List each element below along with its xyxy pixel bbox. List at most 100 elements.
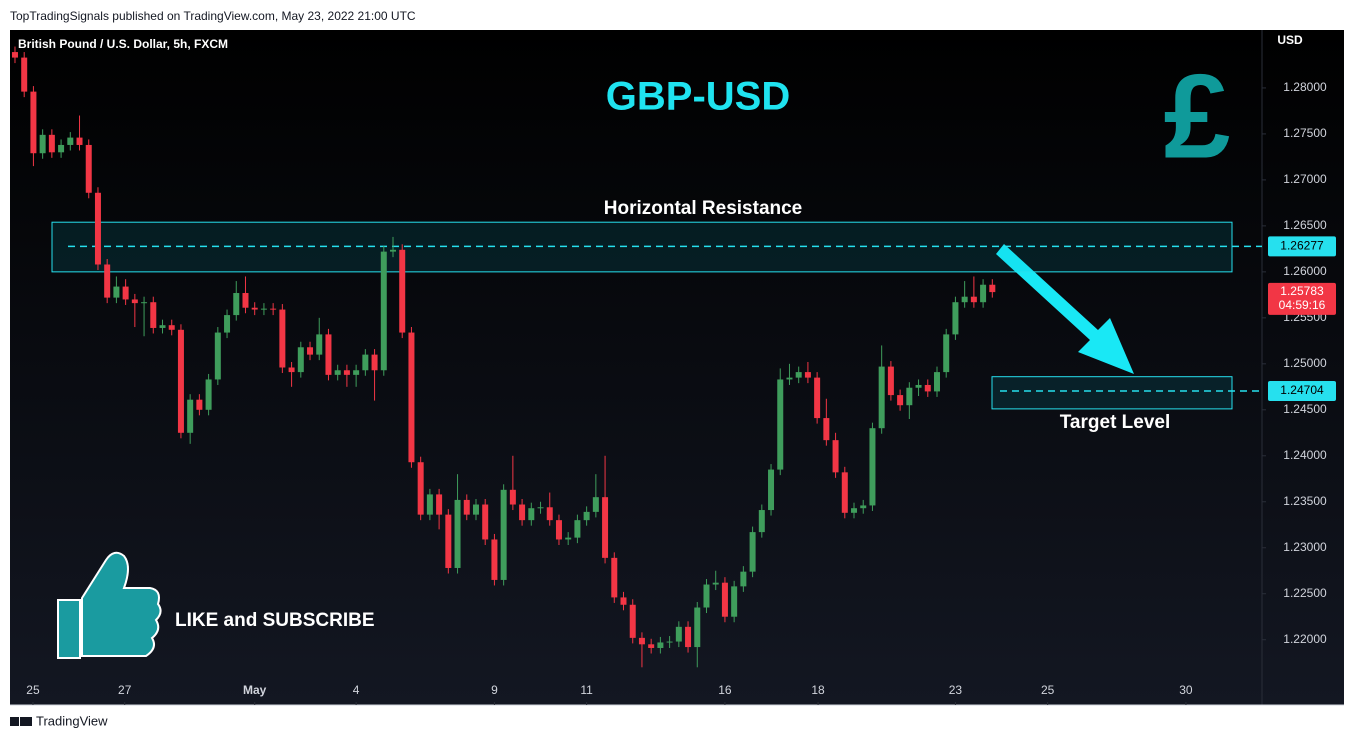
candle-body xyxy=(177,329,184,433)
candle-body xyxy=(851,508,858,513)
candle-body xyxy=(48,134,55,153)
candle-body xyxy=(528,508,535,521)
candle-body xyxy=(887,366,894,396)
candle-body xyxy=(131,299,138,304)
candle-body xyxy=(94,192,101,265)
y-tick-label: 1.28000 xyxy=(1283,80,1327,94)
candle-body xyxy=(454,499,461,568)
candle-body xyxy=(168,325,175,330)
candle-body xyxy=(980,284,987,303)
x-tick-label: 18 xyxy=(811,683,825,697)
pound-icon: £ xyxy=(1164,50,1231,184)
candle-body xyxy=(786,377,793,380)
candle-body xyxy=(76,137,83,145)
cta: LIKE and SUBSCRIBE xyxy=(175,610,375,631)
x-tick-label: 4 xyxy=(353,683,360,697)
candle-body xyxy=(897,395,904,406)
candle-body xyxy=(390,249,397,252)
level-tag xyxy=(1268,236,1336,257)
candle-body xyxy=(214,332,221,380)
candle-body xyxy=(242,293,249,308)
candle-body xyxy=(334,370,341,375)
candle-body xyxy=(371,354,378,371)
candle-body xyxy=(187,399,194,433)
symbol: British Pound / U.S. Dollar, 5h, FXCM xyxy=(18,37,228,51)
candle-body xyxy=(906,387,913,406)
y-tick-label: 1.25000 xyxy=(1283,356,1327,370)
chart-background xyxy=(10,30,1344,705)
x-tick-label: 11 xyxy=(580,683,593,697)
candle-body xyxy=(353,370,360,375)
candle-body xyxy=(67,137,74,145)
level-tag xyxy=(1268,381,1336,402)
candle-body xyxy=(933,372,940,392)
candle-body xyxy=(417,462,424,515)
x-tick-label: May xyxy=(243,683,267,697)
candle-body xyxy=(11,52,18,58)
y-tick-label: 1.27500 xyxy=(1283,126,1327,140)
y-tick-label: 1.22500 xyxy=(1283,586,1327,600)
candle-body xyxy=(694,607,701,648)
candle-body xyxy=(860,505,867,509)
candle-body xyxy=(445,514,452,568)
candle-body xyxy=(196,399,203,410)
candle-body xyxy=(952,302,959,335)
x-tick-label: 30 xyxy=(1179,683,1193,697)
candle-body xyxy=(703,584,710,608)
candle-body xyxy=(657,642,664,648)
candle-body xyxy=(21,57,28,92)
candle-body xyxy=(943,334,950,373)
candle-body xyxy=(629,604,636,638)
candle-body xyxy=(555,520,562,540)
countdown: 04:59:16 xyxy=(1279,298,1326,312)
candle-body xyxy=(491,539,498,580)
candle-body xyxy=(721,582,728,617)
y-tick-label: 1.23000 xyxy=(1283,540,1327,554)
zone xyxy=(51,221,1233,273)
candle-body xyxy=(362,354,369,371)
x-tick-label: 23 xyxy=(949,683,963,697)
candle-body xyxy=(472,504,479,515)
candle-body xyxy=(961,296,968,303)
y-tick-label: 1.24500 xyxy=(1283,402,1327,416)
level-label: 1.26277 xyxy=(1280,239,1324,253)
candle-body xyxy=(675,626,682,642)
candle-body xyxy=(325,334,332,375)
candle-body xyxy=(316,334,323,355)
x-tick-label: 16 xyxy=(718,683,732,697)
candle-body xyxy=(436,494,443,515)
candle-body xyxy=(85,144,92,193)
candle-body xyxy=(749,532,756,572)
candle-body xyxy=(343,370,350,375)
y-tick-label: 1.22000 xyxy=(1283,632,1327,646)
level-label: 1.24704 xyxy=(1280,383,1324,397)
candle-body xyxy=(546,507,553,521)
zone-label: Horizontal Resistance xyxy=(604,198,803,219)
y-tick-label: 1.23500 xyxy=(1283,494,1327,508)
candle-body xyxy=(565,537,572,540)
candle-body xyxy=(260,308,267,310)
currency: USD xyxy=(1277,33,1303,47)
last-price-label: 1.25783 xyxy=(1280,284,1324,298)
candle-body xyxy=(104,264,111,298)
candle-body xyxy=(574,520,581,538)
candle-body xyxy=(685,626,692,648)
candle-body xyxy=(509,489,516,505)
zone-label: Target Level xyxy=(1060,412,1171,433)
x-tick-label: 25 xyxy=(26,683,40,697)
y-tick-label: 1.26000 xyxy=(1283,264,1327,278)
arrow xyxy=(996,244,1134,374)
candle-body xyxy=(270,308,277,310)
candle-body xyxy=(500,489,507,580)
candle-body xyxy=(823,418,830,441)
candle-body xyxy=(832,440,839,473)
zone xyxy=(991,376,1233,410)
candle-body xyxy=(924,384,931,392)
candle-body xyxy=(768,469,775,511)
candle-body xyxy=(602,497,609,558)
y-tick-label: 1.24000 xyxy=(1283,448,1327,462)
candle-body xyxy=(113,286,120,298)
candle-body xyxy=(141,302,148,304)
candle-body xyxy=(58,144,65,153)
